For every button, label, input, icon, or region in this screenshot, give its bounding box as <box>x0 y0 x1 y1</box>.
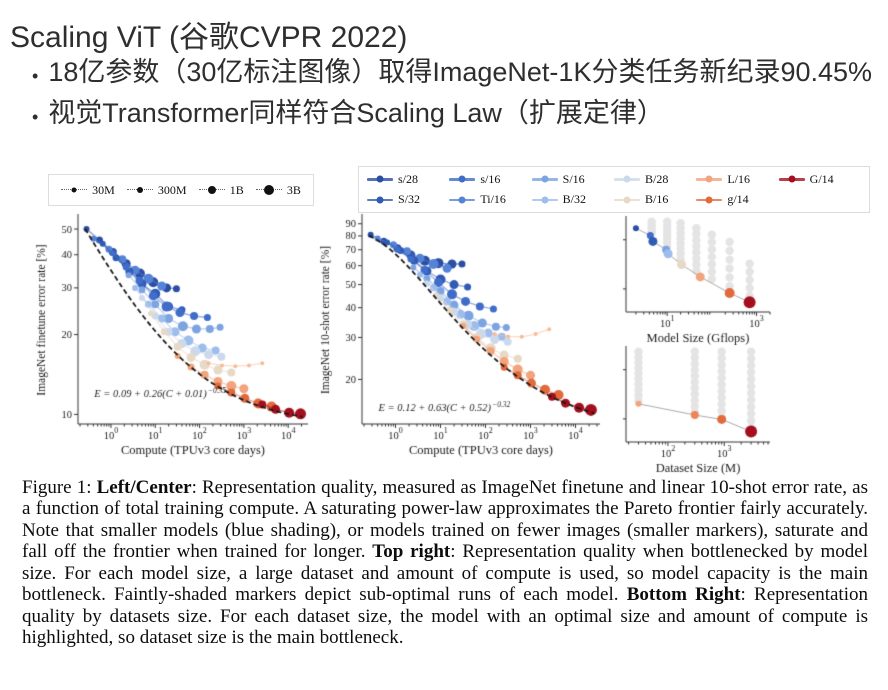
line-dot-marker-icon <box>531 174 558 185</box>
model-legend: s/28 s/16 S/16 B/28 L/16 G/14 S/32 Ti/16 B/32 B/1… <box>358 166 870 213</box>
model-legend-item: Ti/16 <box>449 192 531 207</box>
size-legend-label: 30M <box>92 182 115 197</box>
line-dot-marker-icon <box>614 194 640 205</box>
model-legend-label: G/14 <box>809 171 834 186</box>
size-legend-item: 3B <box>255 182 301 198</box>
model-legend-item: s/28 <box>367 172 449 187</box>
size-legend-label: 3B <box>286 182 301 197</box>
datasetsize-chart <box>612 342 782 480</box>
line-dot-marker-icon <box>696 174 723 185</box>
model-legend-item: B/28 <box>614 172 696 187</box>
line-dot-marker-icon <box>614 174 640 185</box>
size-legend-item: 1B <box>198 182 244 198</box>
dotted-line-marker-icon <box>61 185 88 196</box>
model-legend-item: L/16 <box>696 172 778 187</box>
line-dot-marker-icon <box>367 174 393 185</box>
list-item: • 18亿参数（30亿标注图像）取得ImageNet-1K分类任务新纪录90.4… <box>32 56 882 90</box>
model-legend-label: L/16 <box>727 171 750 186</box>
size-legend-label: 300M <box>157 182 187 197</box>
model-legend-label: g/14 <box>727 192 749 207</box>
caption-segment: : Representation quality when bottleneck… <box>22 541 868 606</box>
bullet-icon: • <box>32 106 39 127</box>
caption-segment: Left/Center <box>96 477 192 498</box>
size-legend-item: 300M <box>126 182 187 198</box>
model-legend-label: s/16 <box>480 171 501 186</box>
dotted-line-marker-icon <box>255 185 282 196</box>
model-legend-label: B/32 <box>562 192 586 207</box>
model-legend-item: G/14 <box>778 171 861 187</box>
dotted-line-marker-icon <box>198 185 225 196</box>
bullet-icon: • <box>32 66 39 86</box>
line-dot-marker-icon <box>696 194 723 205</box>
line-dot-marker-icon <box>367 194 393 205</box>
dotted-line-marker-icon <box>126 185 153 196</box>
bullet-text: 18亿参数（30亿标注图像）取得ImageNet-1K分类任务新纪录90.45% <box>48 57 873 87</box>
model-legend-label: s/28 <box>398 171 419 186</box>
model-legend-label: B/16 <box>645 192 669 207</box>
model-legend-item: S/32 <box>367 192 449 207</box>
line-dot-marker-icon <box>449 194 476 205</box>
figure-caption: Figure 1: Left/Center: Representation qu… <box>22 477 868 649</box>
caption-segment: : Representation quality, measured as Im… <box>22 477 868 563</box>
model-legend-label: B/28 <box>645 171 669 186</box>
size-legend-label: 1B <box>229 182 244 197</box>
bullet-text: 视觉Transformer同样符合Scaling Law（扩展定律） <box>48 97 664 128</box>
model-legend-label: Ti/16 <box>480 192 506 207</box>
model-legend-label: S/32 <box>398 192 421 207</box>
page-title: Scaling ViT (谷歌CVPR 2022) <box>10 21 408 54</box>
dataset-size-legend: 30M 300M 1B 3B <box>48 174 314 206</box>
line-dot-marker-icon <box>449 174 476 185</box>
list-item: • 视觉Transformer同样符合Scaling Law（扩展定律） <box>32 97 882 131</box>
caption-segment: : Representation quality by datasets siz… <box>22 584 868 649</box>
model-legend-item: s/16 <box>449 172 531 187</box>
modelsize-chart <box>612 212 782 352</box>
model-legend-item: B/16 <box>614 192 696 207</box>
tenshot-error-chart <box>318 208 612 466</box>
size-legend-item: 30M <box>61 183 115 198</box>
caption-segment: Top right <box>372 541 451 563</box>
line-dot-marker-icon <box>778 174 805 185</box>
model-legend-label: S/16 <box>562 171 585 186</box>
bullet-list: • 18亿参数（30亿标注图像）取得ImageNet-1K分类任务新纪录90.4… <box>32 56 882 138</box>
line-dot-marker-icon <box>531 194 558 205</box>
caption-segment: Figure 1: <box>22 477 97 498</box>
caption-segment: Bottom Right <box>626 584 741 606</box>
finetune-error-chart <box>34 208 320 466</box>
model-legend-item: B/32 <box>531 192 614 207</box>
model-legend-item: S/16 <box>531 171 614 187</box>
model-legend-item: g/14 <box>696 192 778 207</box>
